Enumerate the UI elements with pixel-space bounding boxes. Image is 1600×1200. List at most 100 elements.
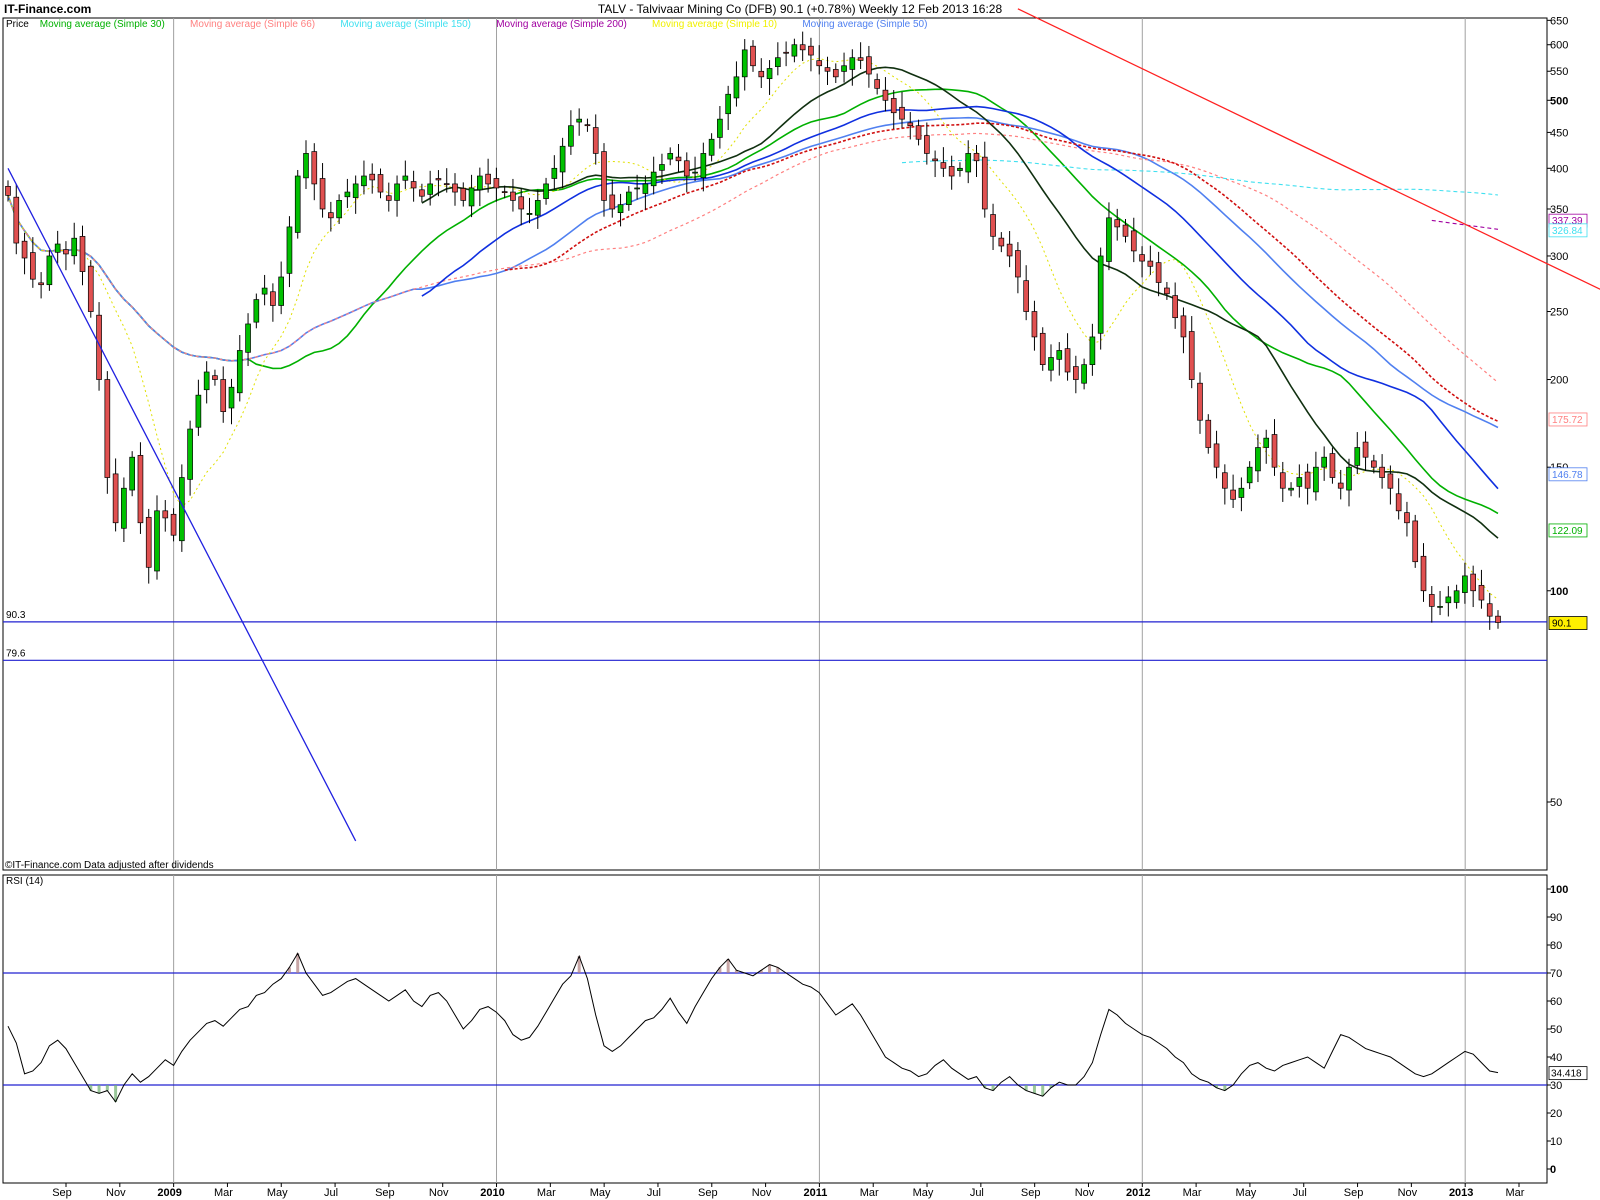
last-value-box bbox=[1548, 412, 1588, 427]
candle-up bbox=[1106, 217, 1112, 262]
candle-up bbox=[841, 65, 847, 72]
candle-down bbox=[21, 240, 28, 259]
candle-down bbox=[328, 212, 334, 219]
candle-down bbox=[1420, 555, 1427, 592]
candle-up bbox=[1255, 447, 1261, 472]
candle-down bbox=[311, 151, 318, 185]
rsi-tick-label: 40 bbox=[1550, 1052, 1562, 1064]
candle-up bbox=[1346, 466, 1352, 491]
candle-down bbox=[899, 106, 905, 120]
candle-down bbox=[1188, 331, 1195, 380]
date-tick-label: 2009 bbox=[157, 1187, 181, 1199]
candle-down bbox=[1230, 489, 1236, 500]
candle-down bbox=[1114, 219, 1121, 228]
candle-down bbox=[1015, 250, 1021, 278]
candle-down bbox=[96, 314, 102, 380]
candle-down bbox=[1337, 482, 1344, 489]
candle-up bbox=[1313, 466, 1319, 493]
date-tick-label: Sep bbox=[375, 1187, 395, 1199]
candle-down bbox=[683, 160, 690, 177]
date-tick-label: 2011 bbox=[803, 1187, 827, 1199]
candle-down bbox=[1147, 260, 1154, 267]
rsi-panel: 0 10 20 30 40 50 60 70 80 90 100 34.418 bbox=[3, 884, 1588, 1176]
candle-up bbox=[71, 237, 78, 257]
candle-up bbox=[1238, 487, 1245, 498]
last-value-box bbox=[1548, 467, 1588, 482]
candle-down bbox=[485, 173, 491, 185]
candle-down bbox=[1371, 460, 1377, 468]
candle-down bbox=[377, 174, 384, 193]
candle-up bbox=[195, 394, 202, 428]
candle-up bbox=[568, 125, 574, 147]
candle-down bbox=[973, 153, 980, 162]
candle-down bbox=[1073, 366, 1079, 380]
red-trendline bbox=[1017, 8, 1600, 290]
candle-down bbox=[1395, 493, 1402, 512]
date-tick-label: Mar bbox=[214, 1187, 233, 1199]
rsi-tick-label: 10 bbox=[1550, 1136, 1562, 1148]
chart-title: TALV - Talvivaar Mining Co (DFB) 90.1 (+… bbox=[598, 2, 1003, 16]
candle-down bbox=[584, 124, 591, 127]
candle-down bbox=[87, 265, 94, 312]
candle-up bbox=[543, 183, 549, 199]
candle-up bbox=[477, 175, 483, 191]
candle-down bbox=[1404, 512, 1410, 524]
candle-down bbox=[212, 375, 218, 380]
date-tick-label: Nov bbox=[429, 1187, 449, 1199]
last-value-box bbox=[1548, 523, 1588, 538]
candle-up bbox=[526, 213, 533, 215]
candle-down bbox=[1478, 584, 1485, 601]
price-tick-label: 650 bbox=[1550, 15, 1568, 27]
candle-down bbox=[510, 191, 516, 201]
date-tick-label: May bbox=[590, 1187, 611, 1199]
candle-down bbox=[1486, 603, 1493, 617]
candle-up bbox=[650, 171, 657, 187]
candle-up bbox=[245, 323, 251, 353]
price-tick-label: 500 bbox=[1550, 95, 1568, 107]
price-tick-label: 600 bbox=[1550, 40, 1568, 52]
candle-down bbox=[990, 214, 996, 237]
candle-up bbox=[54, 243, 61, 253]
candle-down bbox=[443, 183, 450, 185]
candle-up bbox=[1445, 596, 1452, 604]
rsi-tick-label: 100 bbox=[1550, 884, 1568, 896]
candle-down bbox=[1122, 224, 1129, 237]
rsi-line bbox=[7, 952, 1499, 1103]
candle-up bbox=[344, 191, 351, 198]
price-tick-label: 350 bbox=[1550, 204, 1568, 216]
price-tick-label: 400 bbox=[1550, 163, 1568, 175]
date-tick-label: Sep bbox=[1021, 1187, 1041, 1199]
price-tick-label: 250 bbox=[1550, 307, 1568, 319]
candle-down bbox=[419, 189, 425, 197]
candle-up bbox=[659, 164, 665, 171]
candle-down bbox=[1279, 472, 1286, 489]
last-value-label: 326.84 bbox=[1552, 226, 1583, 237]
candle-up bbox=[717, 118, 723, 138]
price-tick-label: 550 bbox=[1550, 66, 1568, 78]
candle-up bbox=[576, 118, 582, 123]
candle-up bbox=[1056, 350, 1063, 360]
candle-up bbox=[1089, 336, 1096, 366]
date-tick-label: Nov bbox=[1398, 1187, 1418, 1199]
candle-down bbox=[1006, 243, 1013, 257]
candle-down bbox=[907, 122, 914, 127]
candle-up bbox=[154, 510, 160, 572]
candle-down bbox=[1387, 473, 1394, 489]
candle-down bbox=[410, 181, 417, 189]
chart-frame bbox=[2, 17, 1548, 1184]
candle-down bbox=[1470, 573, 1476, 592]
date-tick-label: Sep bbox=[698, 1187, 718, 1199]
candle-up bbox=[708, 138, 715, 156]
date-tick-label: Nov bbox=[1075, 1187, 1095, 1199]
candle-down bbox=[783, 51, 789, 54]
candle-down bbox=[1205, 419, 1212, 448]
date-tick-label: Jul bbox=[970, 1187, 984, 1199]
candle-down bbox=[137, 455, 144, 524]
legend-item: Price bbox=[6, 19, 29, 30]
ma-66-line bbox=[7, 132, 1499, 383]
candle-down bbox=[270, 291, 276, 306]
candle-down bbox=[758, 70, 765, 78]
candle-up bbox=[303, 153, 309, 179]
price-tick-label: 100 bbox=[1550, 586, 1568, 598]
